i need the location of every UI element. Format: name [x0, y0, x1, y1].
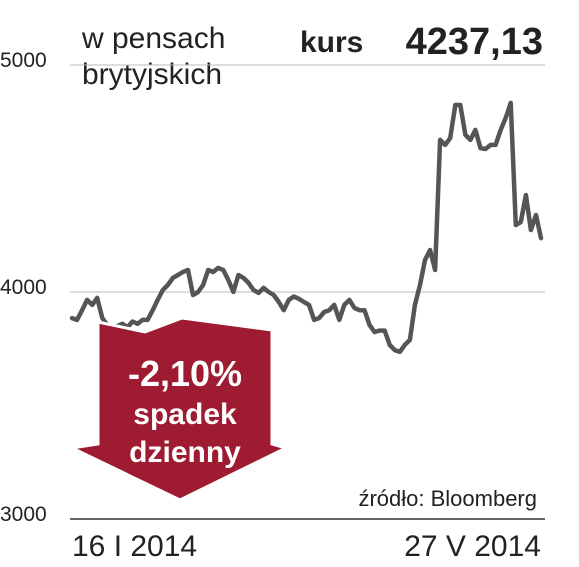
x-tick-label: 27 V 2014: [404, 530, 541, 563]
change-value: -2,10%: [128, 353, 242, 394]
y-tick-label: 5000: [0, 49, 47, 72]
change-note: dzienny: [129, 436, 241, 469]
unit-label: w pensach: [81, 22, 225, 55]
price-label: kurs: [300, 26, 363, 59]
unit-label: brytyjskich: [82, 58, 222, 91]
change-note: spadek: [133, 398, 237, 431]
price-line: [69, 100, 544, 355]
source: źródło: Bloomberg: [358, 486, 537, 511]
y-tick-label: 4000: [0, 276, 47, 299]
x-tick-label: 16 I 2014: [72, 530, 197, 563]
change-arrow: [66, 316, 291, 502]
price: 4237,13: [406, 21, 543, 63]
y-tick-label: 3000: [0, 503, 47, 526]
